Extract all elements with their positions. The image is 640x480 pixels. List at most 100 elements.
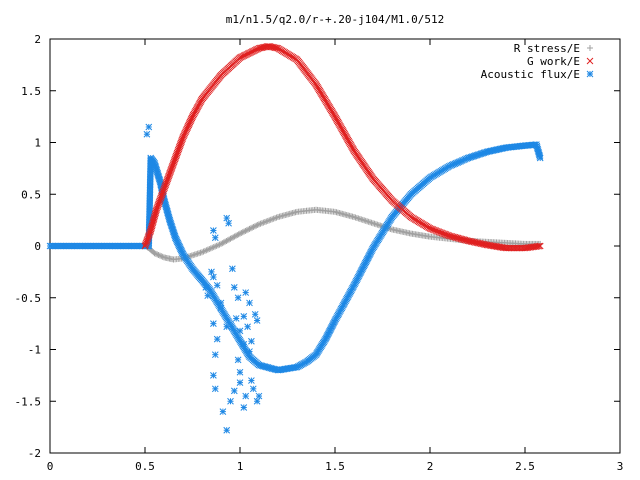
data-point	[241, 228, 248, 235]
legend-marker	[587, 45, 593, 51]
data-point	[242, 289, 250, 296]
data-point	[212, 243, 219, 250]
y-tick-label: -0.5	[15, 292, 42, 305]
data-point	[227, 397, 234, 405]
data-point	[218, 240, 224, 247]
data-point	[272, 215, 279, 222]
data-point	[154, 251, 161, 258]
data-point	[502, 244, 510, 252]
data-point	[232, 232, 239, 239]
data-point	[158, 253, 165, 260]
legend-marker	[586, 70, 594, 78]
data-point	[143, 130, 151, 138]
data-point	[270, 215, 277, 222]
data-point	[217, 299, 225, 307]
data-point	[232, 315, 240, 322]
data-point	[209, 244, 216, 251]
data-point	[210, 320, 217, 327]
data-point	[255, 392, 263, 400]
data-point	[230, 284, 238, 291]
data-point	[510, 244, 518, 252]
y-tick-label: 0	[34, 240, 41, 253]
data-point	[156, 252, 163, 259]
data-point	[204, 246, 211, 253]
data-point	[225, 219, 232, 227]
data-point	[211, 234, 219, 242]
axis-ticks: 0 0.5 1 1.5 2 2.5 3 -2 -1.5 -1 -0.5 0 0.5 1 1.5 2	[15, 33, 624, 473]
y-tick-label: -2	[28, 447, 41, 460]
series-0	[47, 206, 544, 263]
data-point	[204, 292, 212, 300]
data-point	[227, 235, 234, 242]
data-point	[240, 340, 248, 348]
y-tick-label: 2	[34, 33, 41, 46]
data-point	[223, 214, 231, 222]
legend-label: Acoustic flux/E	[481, 68, 580, 81]
data-point	[246, 299, 253, 307]
data-point	[236, 327, 244, 335]
data-point	[248, 337, 255, 345]
legend-label: R stress/E	[514, 42, 580, 55]
data-point	[228, 235, 235, 242]
y-tick-label: -1.5	[15, 395, 42, 408]
data-point	[269, 216, 276, 223]
data-point	[206, 246, 213, 253]
data-point	[236, 379, 244, 386]
data-point	[249, 385, 257, 393]
data-point	[504, 244, 511, 252]
data-point	[235, 231, 242, 238]
data-point	[213, 335, 221, 343]
data-point	[219, 240, 226, 247]
x-tick-label: 1	[237, 460, 244, 473]
series-1	[141, 42, 544, 252]
data-point	[258, 220, 265, 227]
y-tick-label: 1	[34, 137, 41, 150]
data-point	[513, 244, 521, 252]
data-point	[213, 281, 221, 289]
y-tick-label: -1	[28, 344, 41, 357]
data-point	[253, 222, 260, 229]
data-point	[155, 252, 162, 259]
data-point	[200, 248, 207, 255]
data-point	[230, 234, 237, 241]
data-point	[234, 232, 241, 239]
data-point	[208, 268, 215, 276]
data-point	[210, 372, 217, 379]
data-point	[266, 217, 273, 224]
data-point	[215, 242, 222, 249]
y-tick-label: 0.5	[21, 188, 41, 201]
data-point	[242, 227, 249, 234]
data-point	[505, 244, 513, 252]
y-tick-label: 1.5	[21, 85, 41, 98]
data-point	[226, 236, 233, 243]
data-point	[230, 387, 238, 395]
series-2	[46, 123, 544, 434]
data-point	[203, 247, 210, 254]
data-point	[507, 244, 515, 252]
data-point	[216, 241, 223, 248]
data-point	[250, 223, 257, 230]
data-point	[515, 244, 523, 252]
data-point	[234, 356, 242, 364]
data-point	[244, 323, 251, 331]
data-point	[220, 239, 227, 246]
data-point	[239, 229, 246, 236]
data-point	[536, 242, 544, 250]
data-point	[224, 237, 231, 244]
x-tick-label: 3	[617, 460, 624, 473]
data-point	[240, 313, 248, 320]
data-point	[535, 242, 543, 250]
data-point	[207, 245, 214, 252]
data-point	[253, 397, 261, 405]
x-tick-label: 2	[427, 460, 434, 473]
data-point	[253, 317, 261, 324]
data-point	[256, 221, 262, 228]
data-point	[263, 218, 270, 225]
data-point	[251, 223, 258, 230]
data-point	[234, 294, 242, 302]
data-point	[254, 221, 261, 228]
legend-label: G work/E	[527, 55, 580, 68]
data-point	[248, 377, 255, 384]
x-tick-label: 1.5	[325, 460, 345, 473]
